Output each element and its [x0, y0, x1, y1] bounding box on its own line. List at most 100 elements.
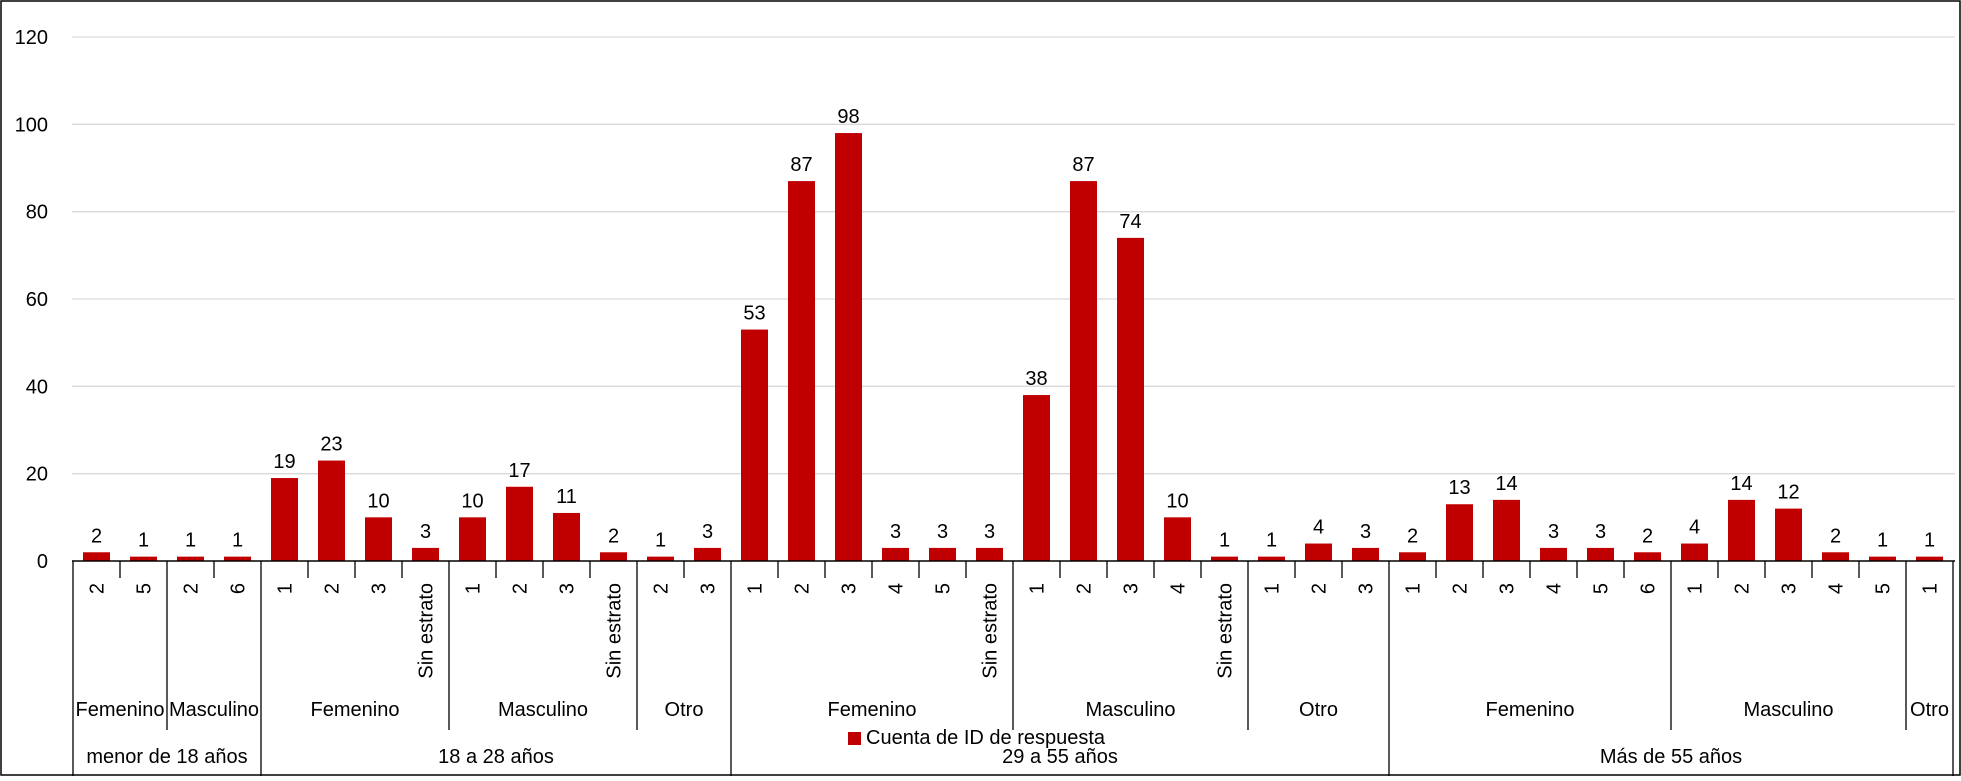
bar: [318, 460, 345, 561]
x-tick-label: 5: [933, 583, 955, 594]
data-label: 2: [1407, 525, 1418, 547]
bar: [647, 556, 674, 561]
data-label: 53: [743, 303, 765, 325]
data-label: 3: [1595, 521, 1606, 543]
gender-label: Femenino: [76, 699, 165, 721]
data-label: 1: [138, 530, 149, 552]
data-label: 1: [185, 530, 196, 552]
legend-swatch: [848, 732, 861, 745]
bar: [1540, 547, 1567, 561]
x-tick-label: 1: [1920, 583, 1942, 594]
x-tick-label: 6: [1638, 583, 1660, 594]
gridlines: [72, 36, 1955, 475]
bar: [882, 547, 909, 561]
x-tick-label: 2: [87, 583, 109, 594]
data-label: 19: [273, 451, 295, 473]
bar: [506, 486, 533, 561]
x-tick-label: Sin estrato: [604, 583, 626, 679]
data-label: 1: [655, 530, 666, 552]
data-label: 2: [1642, 525, 1653, 547]
gender-label: Otro: [1910, 699, 1949, 721]
bar: [1775, 508, 1802, 561]
data-label: 98: [837, 106, 859, 128]
bar: [177, 556, 204, 561]
data-label: 1: [1924, 530, 1935, 552]
data-label: 10: [1166, 490, 1188, 512]
bar: [1634, 552, 1661, 561]
data-label: 13: [1448, 477, 1470, 499]
y-tick-label: 0: [37, 551, 48, 573]
x-tick-label: 5: [1591, 583, 1613, 594]
data-label: 2: [1830, 525, 1841, 547]
x-tick-label: 3: [839, 583, 861, 594]
bar: [1869, 556, 1896, 561]
x-tick-label: 5: [134, 583, 156, 594]
x-tick-label: 2: [181, 583, 203, 594]
x-tick-label: 1: [463, 583, 485, 594]
gender-label: Femenino: [1486, 699, 1575, 721]
data-label: 1: [1877, 530, 1888, 552]
x-tick-label: 3: [557, 583, 579, 594]
age-group-label: Más de 55 años: [1600, 746, 1742, 768]
bar: [1822, 552, 1849, 561]
bar: [1916, 556, 1943, 561]
data-label: 2: [91, 525, 102, 547]
x-tick-label: Sin estrato: [1215, 583, 1237, 679]
bar: [976, 547, 1003, 561]
x-tick-label: 5: [1873, 583, 1895, 594]
gender-label: Masculino: [169, 699, 259, 721]
data-label: 3: [420, 521, 431, 543]
bar: [83, 552, 110, 561]
gender-label: Otro: [1299, 699, 1338, 721]
y-tick-label: 120: [15, 27, 48, 49]
data-label: 11: [556, 486, 577, 508]
bar: [224, 556, 251, 561]
x-tick-label: 1: [745, 583, 767, 594]
bar: [1117, 237, 1144, 561]
data-label: 4: [1313, 517, 1324, 539]
data-label: 14: [1495, 473, 1517, 495]
bar: [130, 556, 157, 561]
bar: [1305, 543, 1332, 561]
data-label: 12: [1777, 482, 1799, 504]
bar: [1023, 395, 1050, 561]
x-tick-label: 1: [1403, 583, 1425, 594]
bar: [1681, 543, 1708, 561]
data-label: 1: [1219, 530, 1230, 552]
data-label: 10: [461, 490, 483, 512]
data-label: 1: [232, 530, 243, 552]
bar: [741, 329, 768, 561]
x-tick-label: 1: [275, 583, 297, 594]
bar: [271, 478, 298, 561]
bar: [1399, 552, 1426, 561]
data-label: 1: [1266, 530, 1277, 552]
bar: [553, 512, 580, 561]
data-label: 3: [1548, 521, 1559, 543]
x-tick-label: 2: [510, 583, 532, 594]
x-tick-label: 3: [1121, 583, 1143, 594]
gender-label: Femenino: [311, 699, 400, 721]
x-tick-label: 6: [228, 583, 250, 594]
x-tick-label: 2: [1074, 583, 1096, 594]
axes: 0 20 40 60 80 100 120 2 5 Femenino 2 6 Masculino meno…: [15, 27, 1955, 776]
bar: [412, 547, 439, 561]
bar: [1164, 517, 1191, 561]
age-group-label: menor de 18 años: [86, 746, 247, 768]
x-tick-label: 2: [792, 583, 814, 594]
bar: [1352, 547, 1379, 561]
age-group-label: 29 a 55 años: [1002, 746, 1118, 768]
x-tick-label: 2: [651, 583, 673, 594]
legend: Cuenta de ID de respuesta: [848, 727, 1106, 749]
data-label: 2: [608, 525, 619, 547]
bar: [365, 517, 392, 561]
gender-label: Femenino: [828, 699, 917, 721]
x-tick-label: 4: [1826, 583, 1848, 594]
gender-label: Otro: [665, 699, 704, 721]
data-label: 17: [508, 460, 530, 482]
data-label: 3: [890, 521, 901, 543]
gender-label: Masculino: [498, 699, 588, 721]
y-tick-label: 80: [26, 202, 48, 224]
y-tick-label: 40: [26, 376, 48, 398]
